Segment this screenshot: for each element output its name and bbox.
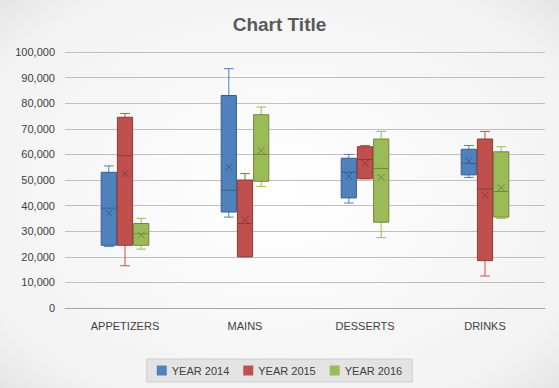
svg-text:50,000: 50,000 bbox=[21, 174, 55, 186]
svg-text:60,000: 60,000 bbox=[21, 148, 55, 160]
svg-text:10,000: 10,000 bbox=[21, 276, 55, 288]
svg-text:70,000: 70,000 bbox=[21, 123, 55, 135]
svg-text:80,000: 80,000 bbox=[21, 97, 55, 109]
svg-text:YEAR 2015: YEAR 2015 bbox=[258, 365, 315, 377]
svg-text:MAINS: MAINS bbox=[228, 320, 263, 332]
svg-text:DRINKS: DRINKS bbox=[464, 320, 506, 332]
svg-text:20,000: 20,000 bbox=[21, 251, 55, 263]
svg-text:DESSERTS: DESSERTS bbox=[335, 320, 394, 332]
svg-text:YEAR 2016: YEAR 2016 bbox=[345, 365, 402, 377]
svg-text:90,000: 90,000 bbox=[21, 72, 55, 84]
svg-text:40,000: 40,000 bbox=[21, 200, 55, 212]
svg-text:Chart Title: Chart Title bbox=[233, 14, 327, 35]
svg-text:YEAR 2014: YEAR 2014 bbox=[172, 365, 229, 377]
svg-text:100,000: 100,000 bbox=[15, 46, 55, 58]
svg-text:APPETIZERS: APPETIZERS bbox=[91, 320, 159, 332]
svg-text:0: 0 bbox=[49, 302, 55, 314]
svg-text:30,000: 30,000 bbox=[21, 225, 55, 237]
